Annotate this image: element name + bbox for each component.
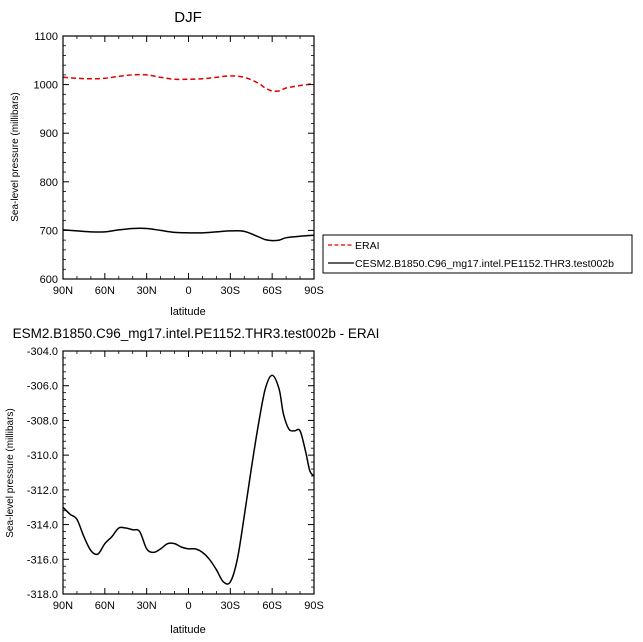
bottom-y-tick-label: -304.0: [27, 346, 58, 358]
bottom-x-tick-label: 0: [185, 600, 191, 612]
top-y-tick-label: 700: [40, 225, 58, 237]
bottom-y-tick-label: -314.0: [27, 520, 58, 532]
top-plot-frame: [62, 35, 315, 280]
bottom-x-axis-label: latitude: [170, 624, 205, 636]
top-y-tick-label: 900: [40, 128, 58, 140]
bottom-series-line-0: [62, 374, 315, 585]
legend: ERAI CESM2.B1850.C96_mg17.intel.PE1152.T…: [322, 234, 633, 274]
bottom-series-group: [62, 374, 315, 585]
bottom-y-tick-label: -306.0: [27, 381, 58, 393]
bottom-axes: 90N 60N 30N 0 30S 60S 90S -318.0 -316.0 -314.0 -31…: [27, 346, 324, 612]
top-series-line-erai: [62, 73, 315, 93]
bottom-chart: ESM2.B1850.C96_mg17.intel.PE1152.THR3.te…: [5, 326, 379, 636]
top-series-group: [62, 73, 315, 242]
bottom-y-tick-label: -318.0: [27, 589, 58, 601]
bottom-x-tick-label: 90S: [304, 600, 324, 612]
bottom-plot-frame: [62, 350, 315, 595]
bottom-x-tick-label: 90N: [53, 600, 73, 612]
bottom-x-tick-label: 60N: [95, 600, 115, 612]
bottom-y-tick-label: -310.0: [27, 450, 58, 462]
bottom-x-tick-label: 30S: [221, 600, 241, 612]
top-x-tick-label: 0: [185, 285, 191, 297]
top-chart: DJF 90N 60N 30N 0 30S 60S 90S 600 700 800 900 1000 1…: [10, 9, 324, 318]
top-chart-title: DJF: [174, 9, 202, 26]
legend-label-erai: ERAI: [355, 240, 380, 252]
top-x-tick-label: 60S: [262, 285, 282, 297]
legend-label-cesm: CESM2.B1850.C96_mg17.intel.PE1152.THR3.t…: [355, 258, 614, 270]
bottom-x-tick-label: 30N: [137, 600, 157, 612]
bottom-chart-title: ESM2.B1850.C96_mg17.intel.PE1152.THR3.te…: [13, 326, 380, 341]
top-y-tick-label: 1000: [34, 80, 58, 92]
bottom-y-tick-label: -316.0: [27, 554, 58, 566]
top-x-tick-label: 90N: [53, 285, 73, 297]
top-x-tick-label: 30N: [137, 285, 157, 297]
bottom-y-tick-label: -312.0: [27, 485, 58, 497]
top-x-tick-label: 90S: [304, 285, 324, 297]
top-y-tick-label: 800: [40, 177, 58, 189]
top-series-line-cesm2: [62, 227, 315, 242]
top-axes: 90N 60N 30N 0 30S 60S 90S 600 700 800 900 1000 1100: [34, 31, 324, 297]
top-x-axis-label: latitude: [170, 306, 205, 318]
bottom-y-tick-label: -308.0: [27, 415, 58, 427]
bottom-y-axis-label: Sea-level pressure (millibars): [5, 408, 16, 537]
top-y-tick-label: 1100: [34, 31, 58, 43]
legend-box: [322, 234, 633, 274]
bottom-x-tick-label: 60S: [262, 600, 282, 612]
top-x-tick-label: 60N: [95, 285, 115, 297]
top-x-tick-label: 30S: [221, 285, 241, 297]
top-y-axis-label: Sea-level pressure (millibars): [10, 92, 21, 221]
top-y-tick-label: 600: [40, 274, 58, 286]
